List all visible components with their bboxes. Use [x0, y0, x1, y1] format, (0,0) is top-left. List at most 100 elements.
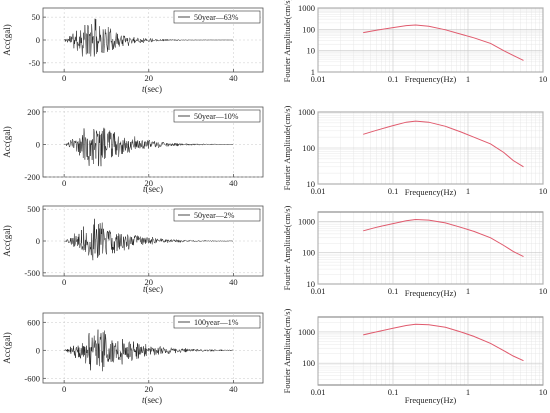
x-tick-label: 20	[145, 277, 154, 287]
x-tick-label: 40	[229, 277, 238, 287]
y-axis-label: Fourier Amplitude(cm/s)	[282, 105, 292, 190]
y-axis-label: Acc(gal)	[2, 24, 12, 55]
x-axis-label: t(sec)	[142, 84, 162, 94]
y-tick-label: 600	[27, 317, 40, 327]
y-tick-label: 1000	[298, 3, 315, 13]
y-tick-label: 1000	[298, 327, 315, 337]
y-tick-label: 500	[27, 204, 40, 214]
y-tick-label: -200	[24, 172, 40, 182]
legend-label: 50year—63%	[194, 13, 239, 22]
x-tick-label: 10	[539, 387, 548, 397]
y-tick-label: -600	[24, 373, 40, 383]
x-tick-label: 0	[62, 73, 66, 83]
fourier-panel-1: 0.01 0.1 1 10 1 10 100 1000 Fourier Amplitude(cm…	[282, 0, 547, 84]
y-axis-label: Acc(gal)	[2, 332, 12, 363]
y-tick-label: 200	[27, 107, 40, 117]
x-tick-label: 1	[466, 387, 470, 397]
plot-frame	[317, 7, 544, 73]
legend-label: 50year—10%	[194, 112, 239, 121]
y-tick-label: 10	[307, 179, 316, 189]
x-axis-label-var: t	[143, 284, 146, 294]
y-axis-label: Fourier Amplitude(cm/s)	[282, 308, 292, 393]
x-axis-label: t(sec)	[143, 284, 163, 294]
x-tick-label: 0	[62, 277, 66, 287]
legend-box	[173, 109, 261, 123]
y-tick-label: 50	[32, 12, 41, 22]
accel-panel-1: 0 20 40 -50 0 50 50year—63% Acc(gal) t(sec)	[2, 7, 264, 94]
x-axis-label: Frequency(Hz)	[405, 395, 457, 405]
accel-trace	[64, 218, 234, 261]
x-tick-label: 40	[229, 384, 238, 394]
x-tick-label: 20	[145, 178, 154, 188]
fourier-panel-4: 0.01 0.1 1 10 100 1000 Fourier Amplitude(cm/s)…	[282, 308, 547, 405]
y-tick-label: 1000	[298, 216, 315, 226]
accel-trace	[64, 329, 234, 372]
x-tick-label: 10	[539, 74, 548, 84]
x-axis-label-unit: (sec)	[146, 284, 164, 294]
x-tick-label: 0.01	[311, 286, 326, 296]
x-axis-label: Frequency(Hz)	[405, 187, 457, 197]
x-axis-label: t(sec)	[142, 395, 162, 405]
x-axis-label-var: t	[142, 395, 145, 405]
y-tick-label: 10	[307, 46, 316, 56]
x-tick-label: 0	[62, 178, 66, 188]
x-tick-label: 0.01	[311, 186, 326, 196]
y-tick-label: -500	[24, 268, 40, 278]
y-tick-label: 100	[302, 358, 315, 368]
y-tick-label: 100	[302, 24, 315, 34]
x-tick-label: 10	[539, 186, 548, 196]
x-axis-label-unit: (sec)	[146, 184, 164, 194]
spectrum-line	[363, 323, 524, 362]
x-tick-label: 0.1	[388, 74, 399, 84]
x-tick-label: 0.01	[311, 74, 326, 84]
x-tick-label: 0.01	[311, 387, 326, 397]
x-tick-label: 40	[229, 73, 238, 83]
x-tick-label: 20	[145, 384, 154, 394]
y-tick-label: 0	[36, 35, 40, 45]
spectrum-line	[363, 24, 524, 61]
y-tick-label: 1	[311, 67, 315, 77]
y-tick-label: 10	[307, 279, 316, 289]
x-axis-label: t(sec)	[143, 184, 163, 194]
legend-box	[173, 208, 261, 222]
accel-panel-2: 0 20 40 -200 0 200 50year—10% Acc(gal) t(sec)	[2, 106, 264, 194]
fourier-panel-2: 0.01 0.1 1 10 10 100 1000 Fourier Amplitude(cm/…	[282, 105, 547, 197]
fourier-panel-3: 0.01 0.1 1 10 10 100 1000 Fourier Amplitude(cm/…	[282, 205, 547, 298]
spectrum-line	[363, 218, 524, 258]
x-axis-label-unit: (sec)	[145, 395, 163, 405]
y-tick-label: 0	[36, 345, 40, 355]
y-axis-label: Fourier Amplitude(cm/s)	[282, 205, 292, 290]
accel-trace	[64, 127, 233, 167]
x-tick-label: 0	[62, 384, 66, 394]
legend-label: 50year—2%	[194, 211, 235, 220]
x-tick-label: 1	[466, 186, 470, 196]
legend-box	[173, 315, 261, 329]
y-tick-label: 0	[36, 139, 40, 149]
x-tick-label: 1	[466, 74, 470, 84]
x-axis-label-var: t	[143, 184, 146, 194]
legend-label: 100year—1%	[194, 318, 239, 327]
legend-box	[173, 10, 261, 24]
y-axis-label: Fourier Amplitude(cm/s)	[282, 0, 292, 82]
plot-frame	[317, 316, 544, 386]
accel-panel-4: 0 20 40 -600 0 600 100year—1% Acc(gal) t(sec)	[2, 312, 264, 405]
y-tick-label: 0	[36, 236, 40, 246]
y-axis-label: Acc(gal)	[2, 225, 12, 256]
y-tick-label: 100	[302, 143, 315, 153]
plot-frame	[42, 312, 264, 384]
x-tick-label: 0.1	[388, 186, 399, 196]
x-axis-label: Frequency(Hz)	[405, 288, 457, 298]
x-tick-label: 0.1	[388, 286, 399, 296]
x-tick-label: 20	[145, 73, 154, 83]
x-axis-label-unit: (sec)	[145, 84, 163, 94]
x-axis-label: Frequency(Hz)	[405, 74, 457, 84]
x-axis-label-var: t	[142, 84, 145, 94]
accel-panel-3: 0 20 40 -500 0 500 50year—2% Acc(gal) t(sec)	[2, 204, 264, 294]
y-tick-label: 1000	[298, 107, 315, 117]
y-tick-label: 100	[302, 248, 315, 258]
y-axis-label: Acc(gal)	[2, 126, 12, 157]
spectrum-line	[363, 120, 524, 168]
x-tick-label: 10	[539, 286, 548, 296]
x-tick-label: 0.1	[388, 387, 399, 397]
accel-trace	[64, 18, 233, 57]
